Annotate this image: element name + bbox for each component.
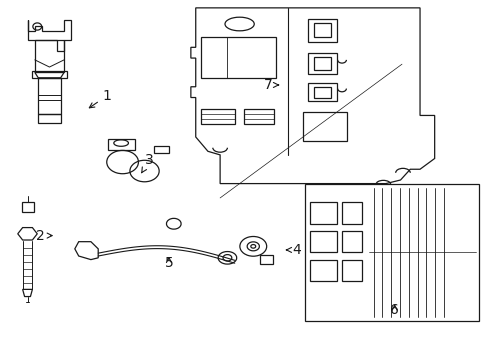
Bar [38,78,61,114]
Text: 5: 5 [164,256,173,270]
Bar [21,202,34,212]
Bar [307,53,336,74]
Text: 4: 4 [286,243,301,257]
Bar [38,114,61,123]
Text: 6: 6 [389,303,398,317]
Bar [244,109,273,125]
Bar [307,83,336,101]
Bar [307,19,336,42]
Bar [310,202,336,224]
Bar [305,184,478,320]
Bar [200,109,234,125]
Text: 2: 2 [36,229,52,243]
Bar [313,23,330,37]
Bar [341,231,361,252]
Bar [35,40,64,72]
Bar [313,57,330,69]
Bar [341,260,361,281]
Text: 7: 7 [263,78,278,92]
Text: 3: 3 [142,153,154,173]
Bar [32,71,66,78]
Bar [310,260,336,281]
Bar [310,231,336,252]
Bar [200,37,276,78]
Bar [313,87,330,98]
Text: 1: 1 [89,89,111,108]
Bar [303,112,346,140]
Bar [341,202,361,224]
